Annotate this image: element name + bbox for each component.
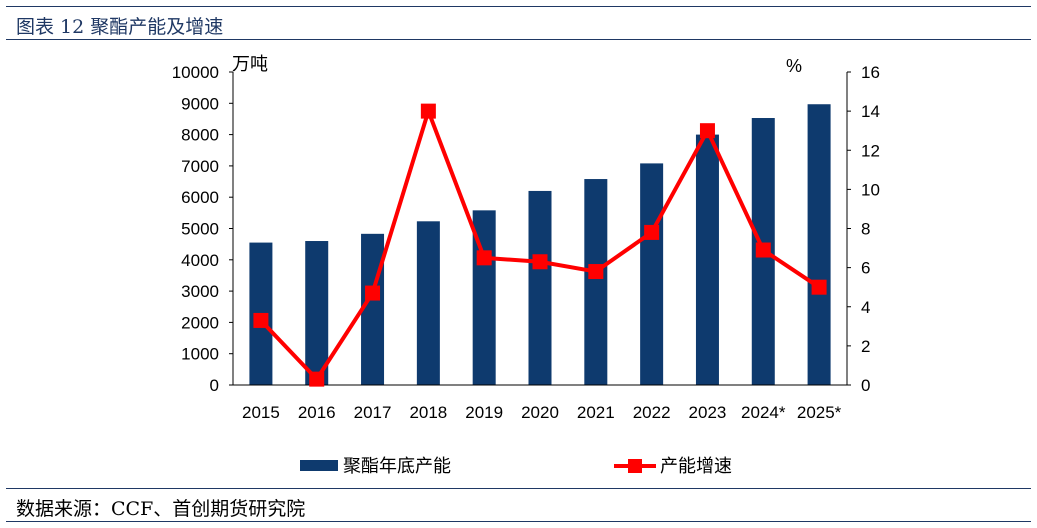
bar-2016 bbox=[305, 241, 329, 385]
growth-marker-2022 bbox=[644, 224, 660, 240]
legend-line-marker bbox=[628, 459, 642, 473]
left-tick-label: 1000 bbox=[181, 345, 219, 364]
right-tick-label: 0 bbox=[861, 376, 870, 395]
legend-bar-swatch bbox=[300, 460, 338, 471]
left-tick-label: 4000 bbox=[181, 251, 219, 270]
right-tick-label: 4 bbox=[861, 298, 870, 317]
line-series bbox=[253, 103, 827, 387]
source-note: 数据来源：CCF、首创期货研究院 bbox=[16, 498, 306, 520]
growth-marker-2019 bbox=[476, 250, 492, 266]
left-tick-label: 5000 bbox=[181, 220, 219, 239]
x-tick-label: 2020 bbox=[521, 403, 559, 422]
bar-2018 bbox=[416, 221, 440, 385]
x-tick-label: 2025* bbox=[797, 403, 842, 422]
growth-marker-2016 bbox=[309, 371, 325, 387]
left-tick-label: 7000 bbox=[181, 157, 219, 176]
growth-marker-2025* bbox=[811, 279, 827, 295]
legend: 聚酯年底产能 产能增速 bbox=[300, 456, 732, 476]
right-tick-label: 14 bbox=[861, 102, 880, 121]
x-tick-label: 2016 bbox=[298, 403, 336, 422]
bar-2017 bbox=[361, 233, 385, 385]
bar-2021 bbox=[584, 179, 608, 385]
left-tick-label: 2000 bbox=[181, 313, 219, 332]
source-bar: 数据来源：CCF、首创期货研究院 bbox=[6, 488, 1031, 522]
bar-2020 bbox=[528, 190, 552, 385]
chart-container: 万吨 % 0 1000 2000 3000 4000 5000 6000 7000 8000 90… bbox=[10, 40, 1027, 487]
figure-title-bar: 图表 12 聚酯产能及增速 bbox=[6, 6, 1031, 40]
left-axis-unit: 万吨 bbox=[232, 54, 268, 74]
right-tick-label: 10 bbox=[861, 180, 880, 199]
right-tick-label: 12 bbox=[861, 141, 880, 160]
x-tick-label: 2018 bbox=[409, 403, 447, 422]
left-tick-label: 0 bbox=[210, 376, 219, 395]
growth-marker-2024* bbox=[755, 242, 771, 258]
right-tick-label: 8 bbox=[861, 220, 870, 239]
bar-2025* bbox=[807, 104, 831, 385]
x-tick-label: 2017 bbox=[354, 403, 392, 422]
right-tick-label: 16 bbox=[861, 63, 880, 82]
growth-marker-2023 bbox=[699, 123, 715, 139]
axes: 0100020003000400050006000700080009000100… bbox=[172, 63, 880, 422]
bar-2023 bbox=[695, 134, 719, 385]
growth-marker-2018 bbox=[420, 103, 436, 119]
left-tick-label: 3000 bbox=[181, 282, 219, 301]
growth-marker-2021 bbox=[588, 264, 604, 280]
growth-marker-2015 bbox=[253, 312, 269, 328]
growth-marker-2020 bbox=[532, 254, 548, 270]
x-tick-label: 2021 bbox=[577, 403, 615, 422]
right-tick-label: 6 bbox=[861, 259, 870, 278]
bar-2022 bbox=[640, 163, 664, 385]
legend-line-label: 产能增速 bbox=[660, 456, 732, 476]
x-tick-label: 2024* bbox=[741, 403, 786, 422]
x-tick-label: 2015 bbox=[242, 403, 280, 422]
x-tick-label: 2019 bbox=[465, 403, 503, 422]
growth-marker-2017 bbox=[365, 285, 381, 301]
right-tick-label: 2 bbox=[861, 337, 870, 356]
bar-series bbox=[249, 104, 831, 386]
right-axis-unit: % bbox=[786, 56, 802, 76]
left-tick-label: 6000 bbox=[181, 188, 219, 207]
figure-title: 图表 12 聚酯产能及增速 bbox=[16, 16, 224, 38]
chart: 万吨 % 0 1000 2000 3000 4000 5000 6000 7000 8000 90… bbox=[172, 54, 880, 476]
left-tick-label: 10000 bbox=[172, 63, 219, 82]
left-tick-label: 9000 bbox=[181, 94, 219, 113]
left-tick-label: 8000 bbox=[181, 126, 219, 145]
legend-bar-label: 聚酯年底产能 bbox=[343, 456, 451, 476]
x-tick-label: 2022 bbox=[633, 403, 671, 422]
x-tick-label: 2023 bbox=[689, 403, 727, 422]
